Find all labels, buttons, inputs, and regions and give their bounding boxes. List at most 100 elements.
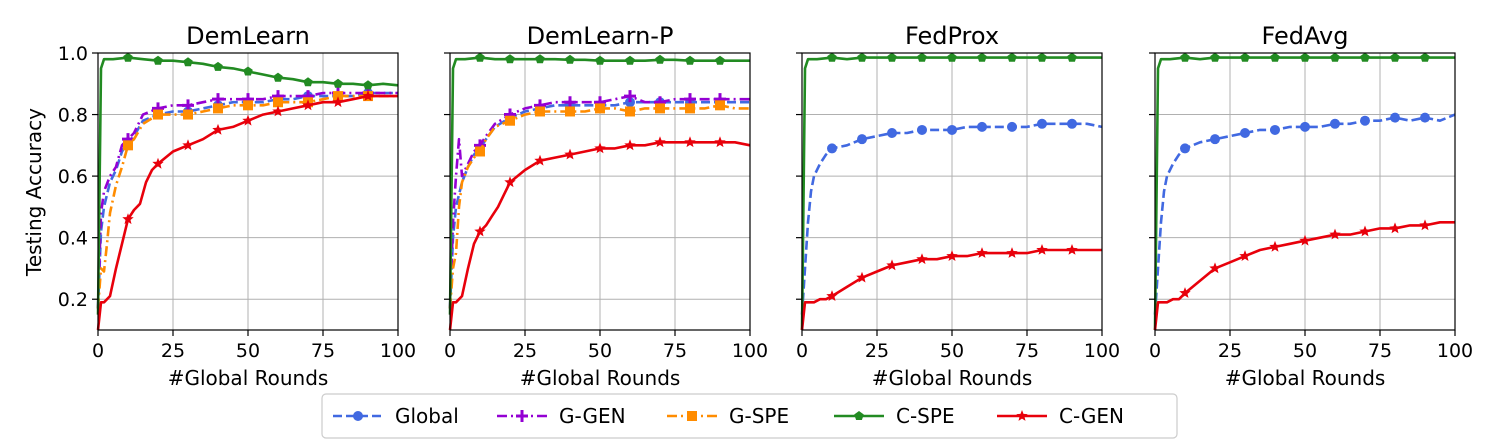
data-point-c-spe [1037, 52, 1047, 62]
data-point-c-gen [564, 148, 576, 160]
data-point-c-gen [1066, 244, 1078, 255]
series-line-c-gen [448, 141, 751, 331]
data-point-global [625, 97, 635, 108]
data-point-c-spe [1420, 52, 1430, 62]
x-tick-label: 75 [663, 340, 687, 362]
data-point-g-spe [475, 146, 485, 157]
x-axis-label: #Global Rounds [1225, 366, 1386, 390]
legend-label: Global [395, 404, 459, 428]
data-point-global [1007, 121, 1017, 132]
data-point-c-gen [212, 123, 224, 135]
data-point-c-spe [1360, 52, 1370, 62]
data-point-c-gen [1209, 262, 1221, 274]
data-point-g-spe [183, 109, 193, 120]
legend-marker [854, 411, 864, 420]
legend-label: C-SPE [896, 404, 955, 428]
x-tick-label: 75 [1015, 340, 1039, 362]
data-point-g-spe [625, 106, 635, 117]
series-c-gen [96, 90, 398, 331]
data-point-c-spe [1180, 52, 1190, 62]
data-point-c-spe [1067, 52, 1077, 62]
series-c-gen [448, 136, 751, 331]
data-point-g-spe [153, 109, 163, 120]
legend: Global G-GEN G-SPE C-SPE C-GEN [321, 393, 1178, 439]
data-point-c-spe [977, 52, 987, 62]
panel-title: DemLearn [186, 22, 310, 50]
x-axis-label: #Global Rounds [520, 366, 681, 390]
data-point-c-spe [1007, 52, 1017, 62]
panel-demlearn: DemLearn 0 25 50 75 100 0.2 0.4 0.6 0.8 1.0 #Global… [58, 22, 416, 390]
legend-label: G-SPE [729, 404, 789, 428]
legend-marker [353, 411, 363, 421]
data-point-g-spe [273, 97, 283, 108]
y-tick-label: 0.2 [58, 289, 88, 311]
data-point-c-spe [1300, 52, 1310, 62]
data-point-global [1390, 112, 1400, 123]
legend-box [321, 393, 1178, 439]
legend-item-c-spe: C-SPE [834, 404, 955, 428]
data-point-c-gen [1239, 250, 1251, 261]
data-point-c-gen [504, 176, 516, 188]
legend-item-global: Global [333, 404, 459, 428]
panel-demlearn-p: DemLearn-P 0 25 50 75 100 #Global Rounds [444, 22, 768, 390]
data-point-c-gen [1359, 225, 1371, 237]
series-line-c-spe [96, 56, 399, 315]
data-point-c-gen [946, 250, 958, 261]
series-line-c-spe [1153, 56, 1455, 331]
data-point-c-gen [272, 105, 284, 117]
data-point-c-spe [595, 55, 605, 65]
data-point-c-spe [625, 55, 635, 65]
data-point-global [857, 134, 867, 145]
x-tick-label: 0 [92, 340, 104, 362]
legend-label: G-GEN [559, 404, 626, 428]
series-c-gen [800, 244, 1102, 331]
data-point-c-gen [122, 213, 134, 225]
data-point-g-gen [624, 90, 636, 103]
x-tick-label: 0 [444, 340, 456, 362]
series-line-c-spe [800, 56, 1102, 331]
x-tick-label: 75 [1368, 340, 1392, 362]
x-tick-label: 100 [1437, 340, 1473, 362]
data-point-g-spe [685, 103, 695, 114]
data-point-c-spe [655, 54, 665, 64]
data-point-g-gen [564, 96, 576, 109]
data-point-g-spe [715, 100, 725, 111]
series-c-spe [96, 52, 399, 315]
panel-title: DemLearn-P [527, 22, 674, 50]
data-point-global [1180, 143, 1190, 154]
y-tick-label: 0.6 [58, 166, 88, 188]
series-global [800, 118, 1103, 315]
data-point-c-gen [182, 139, 194, 151]
x-axis-label: #Global Rounds [872, 366, 1033, 390]
data-point-c-spe [857, 52, 867, 62]
x-tick-label: 25 [1218, 340, 1242, 362]
x-tick-label: 100 [732, 340, 768, 362]
legend-label: C-GEN [1059, 404, 1124, 428]
data-point-global [1270, 124, 1280, 135]
data-point-c-spe [947, 52, 957, 62]
data-point-c-gen [886, 259, 898, 271]
data-point-c-gen [474, 225, 486, 237]
series-line-c-gen [96, 94, 398, 331]
data-point-c-gen [714, 136, 726, 148]
data-point-global [1240, 128, 1250, 139]
data-point-global [1330, 118, 1340, 129]
data-point-global [1420, 112, 1430, 123]
panel-fedprox: FedProx 0 25 50 75 100 #Global Rounds [796, 22, 1120, 390]
data-point-g-gen [212, 93, 224, 106]
data-point-c-gen [654, 136, 666, 148]
data-point-c-spe [1240, 52, 1250, 62]
series-c-gen [1153, 219, 1455, 331]
data-point-c-spe [685, 55, 695, 65]
y-tick-label: 0.4 [58, 228, 88, 250]
panel-title: FedProx [905, 22, 999, 50]
x-tick-label: 50 [940, 340, 964, 362]
data-point-c-gen [826, 290, 838, 301]
data-point-c-spe [123, 52, 133, 62]
data-point-c-gen [594, 142, 606, 154]
data-point-c-gen [624, 139, 636, 151]
data-point-c-spe [303, 77, 313, 87]
data-point-global [917, 124, 927, 135]
data-point-c-gen [976, 247, 988, 258]
